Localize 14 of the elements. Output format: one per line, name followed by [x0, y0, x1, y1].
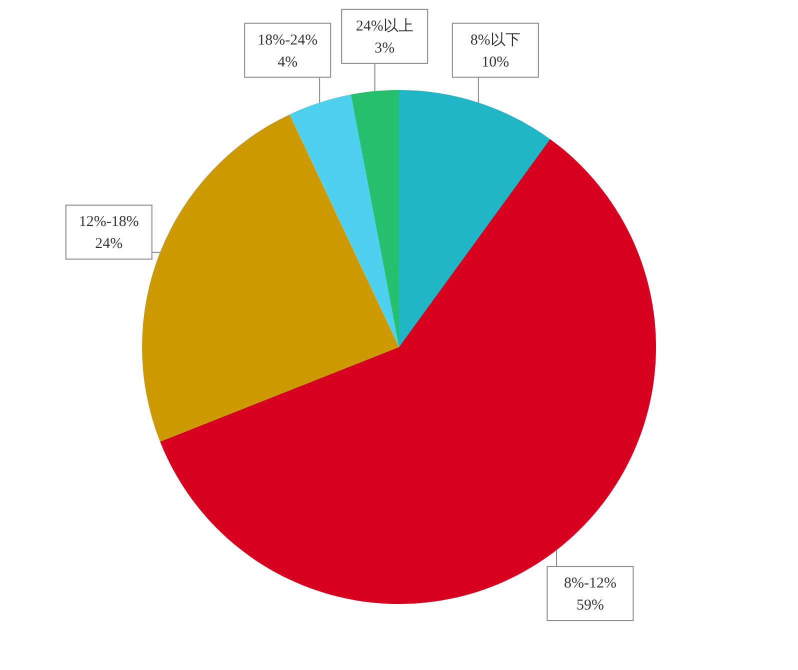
- pie-slice: [290, 94, 399, 347]
- data-label: 4%: [278, 54, 298, 70]
- pie-slice: [399, 90, 550, 347]
- slice-label: 18%-24%: [258, 32, 318, 48]
- data-label: 24%: [95, 236, 123, 252]
- pie-slice: [350, 90, 399, 347]
- data-label: 3%: [374, 40, 395, 56]
- slice-label: 8%以下: [470, 31, 520, 48]
- data-label: 10%: [482, 54, 510, 70]
- slice-label: 24%以上: [356, 17, 414, 34]
- slice-label: 8%-12%: [564, 576, 616, 592]
- data-label: 59%: [576, 598, 604, 614]
- pie-slice: [142, 114, 399, 442]
- slice-label: 12%-18%: [78, 214, 139, 230]
